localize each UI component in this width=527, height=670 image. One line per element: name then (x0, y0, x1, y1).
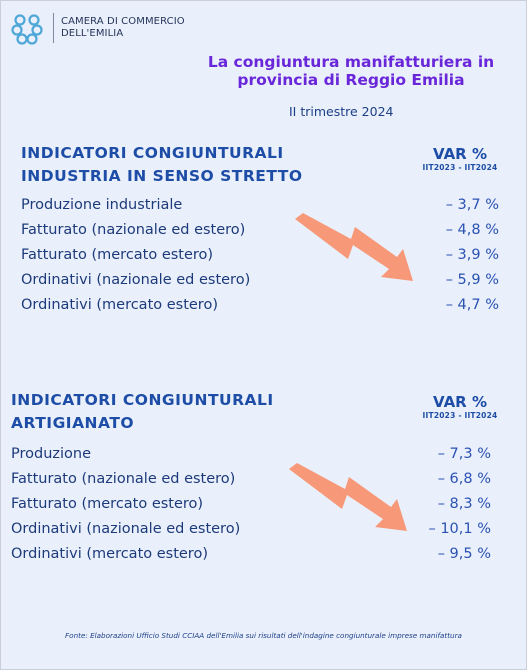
row-value: – 8,3 % (437, 496, 491, 512)
row-label: Fatturato (mercato estero) (11, 496, 204, 512)
row-label: Ordinativi (nazionale ed estero) (11, 521, 241, 537)
logo-divider (53, 13, 54, 43)
table-row: Produzione industriale – 3,7 % (21, 195, 499, 220)
row-label: Ordinativi (mercato estero) (21, 297, 218, 313)
industria-title-line-2: INDUSTRIA IN SENSO STRETTO (21, 167, 303, 185)
table-row: Fatturato (nazionale ed estero) – 4,8 % (21, 220, 499, 245)
row-label: Ordinativi (nazionale ed estero) (21, 272, 251, 288)
table-row: Fatturato (nazionale ed estero) – 6,8 % (11, 469, 491, 494)
industria-var-label: VAR % (432, 145, 487, 163)
row-value: – 4,8 % (445, 222, 499, 238)
row-label: Fatturato (nazionale ed estero) (21, 222, 246, 238)
artigianato-section-title: INDICATORI CONGIUNTURALI ARTIGIANATO (11, 389, 274, 435)
industria-title-line-1: INDICATORI CONGIUNTURALI (21, 144, 284, 162)
source-footnote: Fonte: Elaborazioni Ufficio Studi CCIAA … (65, 631, 462, 640)
row-label: Fatturato (nazionale ed estero) (11, 471, 236, 487)
row-label: Produzione industriale (21, 197, 183, 213)
down-arrow-icon (295, 213, 413, 281)
page-title: La congiuntura manifatturiera in provinc… (181, 53, 521, 89)
row-value: – 4,7 % (445, 297, 499, 313)
table-row: Ordinativi (nazionale ed estero) – 5,9 % (21, 270, 499, 295)
logo-icon (11, 14, 43, 45)
table-row: Ordinativi (mercato estero) – 4,7 % (21, 295, 499, 320)
industria-table: Produzione industriale – 3,7 % Fatturato… (21, 195, 499, 320)
industria-section-title: INDICATORI CONGIUNTURALI INDUSTRIA IN SE… (21, 142, 303, 188)
table-row: Produzione – 7,3 % (11, 444, 491, 469)
row-value: – 5,9 % (445, 272, 499, 288)
artigianato-title-line-2: ARTIGIANATO (11, 414, 135, 432)
artigianato-table: Produzione – 7,3 % Fatturato (nazionale … (11, 444, 491, 569)
row-value: – 6,8 % (437, 471, 491, 487)
row-value: – 9,5 % (437, 546, 491, 562)
row-value: – 3,7 % (445, 197, 499, 213)
title-line-2: provincia di Reggio Emilia (237, 71, 465, 89)
row-value: – 10,1 % (428, 521, 491, 537)
row-value: – 3,9 % (445, 247, 499, 263)
table-row: Fatturato (mercato estero) – 3,9 % (21, 245, 499, 270)
down-arrow-icon (289, 463, 407, 531)
artigianato-var-header: VAR % IIT2023 - IIT2024 (405, 393, 515, 421)
artigianato-title-line-1: INDICATORI CONGIUNTURALI (11, 391, 274, 409)
table-row: Ordinativi (mercato estero) – 9,5 % (11, 544, 491, 569)
artigianato-var-label: VAR % (432, 393, 487, 411)
row-value: – 7,3 % (437, 446, 491, 462)
row-label: Fatturato (mercato estero) (21, 247, 214, 263)
row-label: Produzione (11, 446, 92, 462)
table-row: Ordinativi (nazionale ed estero) – 10,1 … (11, 519, 491, 544)
org-line-2: DELL'EMILIA (61, 28, 124, 39)
row-label: Ordinativi (mercato estero) (11, 546, 208, 562)
artigianato-var-period: IIT2023 - IIT2024 (422, 411, 498, 420)
period-label: II trimestre 2024 (289, 104, 394, 119)
table-row: Fatturato (mercato estero) – 8,3 % (11, 494, 491, 519)
org-line-1: CAMERA DI COMMERCIO (61, 16, 185, 27)
organization-name: CAMERA DI COMMERCIO DELL'EMILIA (61, 16, 185, 40)
industria-var-header: VAR % IIT2023 - IIT2024 (405, 145, 515, 173)
title-line-1: La congiuntura manifatturiera in (207, 53, 495, 71)
industria-var-period: IIT2023 - IIT2024 (422, 163, 498, 172)
